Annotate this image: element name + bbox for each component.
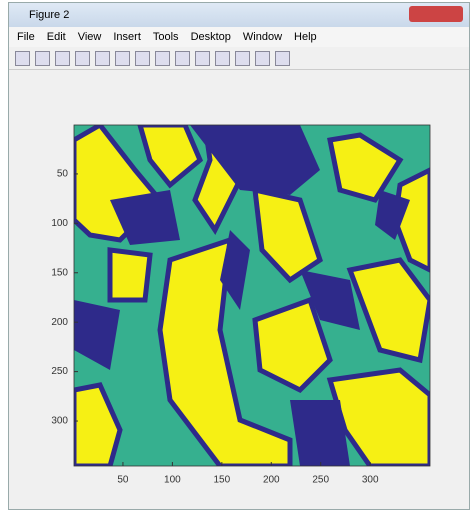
- x-tick-label: 200: [263, 475, 280, 486]
- image: [74, 125, 430, 466]
- y-tick-label: 250: [51, 366, 68, 377]
- x-tick-label: 300: [362, 475, 379, 486]
- x-tick-label: 150: [213, 475, 230, 486]
- y-tick-label: 300: [51, 416, 68, 427]
- x-tick-label: 250: [312, 475, 329, 486]
- y-tick-label: 50: [57, 169, 69, 180]
- x-tick-label: 50: [117, 475, 129, 486]
- y-tick-label: 100: [51, 218, 68, 229]
- page: Figure 2 FileEditViewInsertToolsDesktopW…: [0, 0, 476, 515]
- x-tick-label: 100: [164, 475, 181, 486]
- y-tick-label: 200: [51, 317, 68, 328]
- plot: 50 100 150 200 250 300 50 100 150 200 250 300: [0, 0, 476, 515]
- y-tick-label: 150: [51, 267, 68, 278]
